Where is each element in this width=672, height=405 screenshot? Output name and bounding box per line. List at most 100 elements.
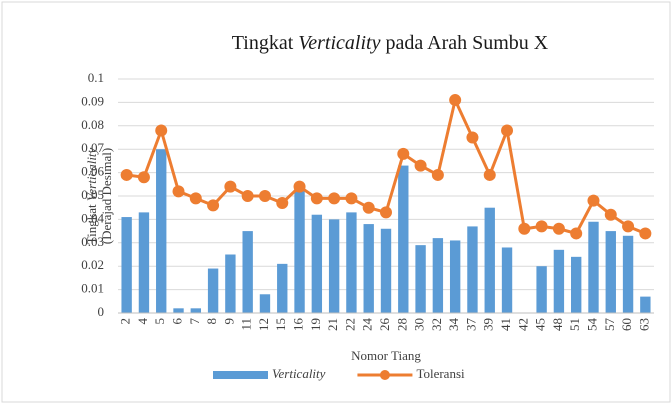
bar: [640, 296, 651, 313]
y-tick-label: 0.05: [81, 187, 104, 202]
x-tick-label: 22: [342, 318, 357, 331]
x-tick-label: 41: [498, 318, 513, 331]
line-marker: [518, 222, 531, 235]
bar: [622, 235, 634, 313]
bar: [207, 268, 219, 313]
bar: [242, 231, 253, 313]
bar: [380, 228, 392, 313]
line-marker: [570, 227, 583, 240]
y-title-part: Verticality: [84, 147, 99, 201]
y-tick-label: 0.07: [81, 140, 104, 155]
x-tick-label: 30: [412, 318, 427, 331]
bar: [294, 188, 305, 313]
legend-swatch: [213, 371, 268, 379]
line-marker: [431, 168, 444, 181]
line-marker: [449, 94, 462, 107]
y-tick-label: 0: [98, 304, 105, 319]
line-marker: [380, 206, 392, 219]
bar: [363, 224, 374, 313]
line-marker: [258, 190, 271, 202]
x-tick-label: 9: [221, 318, 236, 325]
x-tick-label: 21: [325, 318, 340, 331]
x-tick-label: 60: [619, 318, 634, 331]
x-tick-label: 4: [135, 318, 150, 325]
x-tick-label: 24: [360, 318, 375, 332]
y-axis-title: (Derajad Desimal): [99, 148, 114, 244]
bar: [121, 217, 132, 313]
line-marker: [328, 192, 341, 205]
line-marker: [241, 190, 254, 202]
x-tick-label: 39: [481, 318, 496, 331]
line-marker: [466, 131, 479, 144]
x-tick-label: 2: [118, 318, 133, 325]
line-marker: [535, 220, 548, 233]
x-tick-label: 37: [463, 318, 478, 332]
x-tick-label: 48: [550, 318, 565, 331]
x-tick-label: 6: [170, 318, 185, 325]
line-marker: [310, 192, 323, 205]
y-tick-label: 0.08: [81, 117, 104, 132]
x-tick-label: 45: [533, 318, 548, 331]
line-marker: [639, 227, 652, 240]
x-tick-label: 19: [308, 318, 323, 331]
legend-label: Toleransi: [416, 366, 465, 381]
y-title-part: Tingkat: [84, 201, 99, 244]
legend-label: Verticality: [272, 366, 326, 381]
x-tick-label: 51: [567, 318, 582, 331]
line-marker: [276, 197, 289, 210]
line-marker: [224, 180, 237, 193]
y-tick-label: 0.01: [81, 281, 104, 296]
x-tick-label: 16: [291, 318, 306, 332]
bar: [398, 165, 409, 313]
line-marker: [604, 208, 617, 221]
x-tick-label: 8: [204, 318, 219, 325]
bar: [173, 308, 184, 313]
line-marker: [483, 168, 496, 181]
y-axis-title: Tingkat Verticality: [84, 147, 99, 244]
line-marker: [207, 199, 220, 212]
line-marker: [362, 201, 375, 214]
line-marker: [414, 159, 427, 172]
line-marker: [552, 222, 565, 235]
line-marker: [345, 192, 358, 205]
bar: [588, 221, 599, 313]
y-tick-label: 0.06: [81, 164, 104, 179]
x-tick-label: 57: [602, 318, 617, 332]
chart-title: Tingkat Verticality pada Arah Sumbu X: [232, 32, 549, 54]
line-marker: [189, 192, 202, 205]
line-marker: [397, 147, 410, 160]
bar: [449, 240, 461, 313]
bar: [138, 212, 150, 313]
title-part: Verticality: [298, 32, 380, 54]
line-marker: [501, 124, 514, 137]
bar: [311, 214, 323, 313]
bar: [553, 249, 565, 313]
x-axis-title: Nomor Tiang: [351, 348, 421, 363]
bar: [190, 308, 201, 313]
line-marker: [137, 171, 150, 184]
line-marker: [172, 185, 185, 198]
y-tick-label: 0.09: [81, 93, 104, 108]
x-tick-label: 34: [446, 318, 461, 332]
bar: [536, 266, 547, 313]
title-part: pada Arah Sumbu X: [380, 32, 548, 54]
x-tick-label: 11: [239, 318, 254, 331]
bar: [605, 231, 616, 313]
bar: [467, 226, 478, 313]
line-marker: [120, 168, 133, 181]
y-tick-label: 0.1: [88, 70, 104, 85]
bar: [432, 238, 444, 313]
bar: [225, 254, 236, 313]
x-tick-label: 28: [394, 318, 409, 331]
x-tick-label: 7: [187, 318, 202, 325]
bar: [415, 245, 426, 313]
x-tick-label: 63: [636, 318, 651, 331]
x-tick-label: 12: [256, 318, 271, 331]
bar: [571, 256, 582, 313]
bar: [484, 207, 495, 313]
title-part: Tingkat: [232, 32, 299, 54]
line-marker: [622, 220, 635, 233]
x-tick-label: 26: [377, 318, 392, 332]
